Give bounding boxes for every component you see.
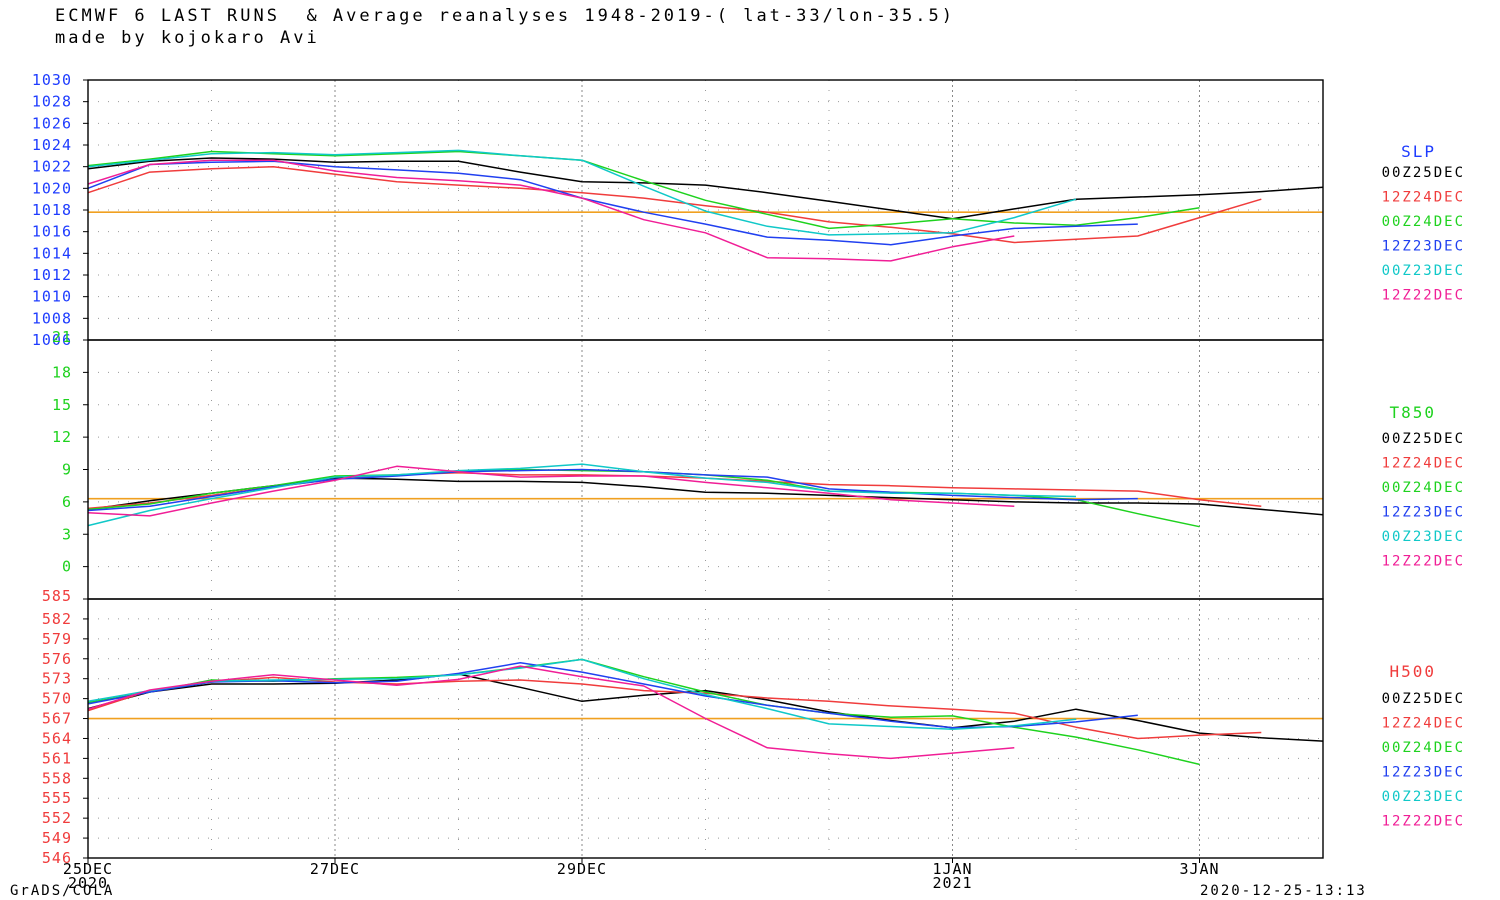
t850-y-tick-label: 6 (62, 493, 72, 511)
slp-y-tick-label: 1014 (32, 244, 72, 262)
h500-y-tick-label: 558 (42, 769, 72, 787)
slp-y-tick-label: 1024 (32, 136, 72, 154)
slp-legend-12z22dec: 12Z22DEC (1382, 288, 1465, 304)
x-tick-label: 1JAN (932, 860, 972, 878)
h500-y-tick-label: 579 (42, 630, 72, 648)
slp-y-tick-label: 1008 (32, 309, 72, 327)
h500-series-00z24dec (87, 658, 1200, 766)
t850-legend-00z24dec: 00Z24DEC (1382, 480, 1465, 496)
t850-series-00z23dec (87, 463, 1077, 527)
h500-series-12z24dec (87, 676, 1262, 740)
x-tick-label: 29DEC (557, 860, 607, 878)
slp-series-00z25dec (87, 157, 1324, 220)
slp-series-12z22dec (87, 159, 1015, 262)
slp-panel-title: SLP (1401, 142, 1436, 161)
h500-y-tick-label: 564 (42, 729, 72, 747)
h500-y-tick-label: 582 (42, 610, 72, 628)
slp-y-tick-label: 1026 (32, 114, 72, 132)
x-tick-label: 27DEC (310, 860, 360, 878)
slp-y-tick-label: 1022 (32, 158, 72, 176)
h500-y-tick-label: 585 (42, 587, 72, 605)
t850-legend-12z22dec: 12Z22DEC (1382, 554, 1465, 570)
t850-panel-title: T850 (1389, 403, 1436, 422)
t850-y-tick-label: 9 (62, 461, 72, 479)
slp-y-tick-label: 1012 (32, 266, 72, 284)
h500-y-tick-label: 567 (42, 710, 72, 728)
t850-legend-12z23dec: 12Z23DEC (1382, 505, 1465, 521)
h500-legend-00z25dec: 00Z25DEC (1382, 691, 1465, 707)
footer-right: 2020-12-25-13:13 (1200, 883, 1367, 899)
h500-y-tick-label: 570 (42, 690, 72, 708)
slp-y-tick-label: 1018 (32, 201, 72, 219)
slp-series-00z23dec (87, 149, 1077, 236)
footer-left: GrADS/COLA (10, 883, 115, 899)
slp-y-tick-label: 1030 (32, 71, 72, 89)
h500-y-tick-label: 576 (42, 650, 72, 668)
slp-legend-00z23dec: 00Z23DEC (1382, 263, 1465, 279)
slp-series-00z24dec (87, 150, 1200, 230)
t850-legend-12z24dec: 12Z24DEC (1382, 456, 1465, 472)
slp-series-12z24dec (87, 165, 1262, 244)
h500-y-tick-label: 552 (42, 809, 72, 827)
t850-y-tick-label: 15 (52, 396, 72, 414)
t850-y-tick-label: 21 (52, 328, 72, 346)
h500-y-tick-label: 555 (42, 789, 72, 807)
h500-y-tick-label: 549 (42, 829, 72, 847)
t850-series-00z25dec (87, 477, 1324, 516)
slp-y-tick-label: 1006 (32, 331, 72, 349)
slp-legend-00z24dec: 00Z24DEC (1382, 214, 1465, 230)
x-tick-sublabel: 2020 (68, 874, 108, 892)
x-tick-label: 25DEC (63, 860, 113, 878)
h500-legend-00z24dec: 00Z24DEC (1382, 740, 1465, 756)
t850-legend-00z23dec: 00Z23DEC (1382, 529, 1465, 545)
h500-y-tick-label: 561 (42, 749, 72, 767)
t850-legend-00z25dec: 00Z25DEC (1382, 431, 1465, 447)
slp-series-12z23dec (87, 160, 1138, 246)
t850-series-12z23dec (87, 468, 1138, 512)
slp-y-tick-label: 1016 (32, 223, 72, 241)
h500-panel-title: H500 (1389, 662, 1436, 681)
slp-legend-12z24dec: 12Z24DEC (1382, 190, 1465, 206)
t850-y-tick-label: 0 (62, 558, 72, 576)
slp-legend-00z25dec: 00Z25DEC (1382, 165, 1465, 181)
h500-legend-12z24dec: 12Z24DEC (1382, 716, 1465, 732)
t850-y-tick-label: 3 (62, 525, 72, 543)
h500-panel-frame (87, 598, 1324, 859)
t850-y-tick-label: 18 (52, 363, 72, 381)
slp-y-tick-label: 1028 (32, 93, 72, 111)
h500-series-00z25dec (87, 673, 1324, 742)
h500-series-12z22dec (87, 665, 1015, 760)
h500-y-tick-label: 573 (42, 670, 72, 688)
slp-y-tick-label: 1010 (32, 288, 72, 306)
h500-y-tick-label: 546 (42, 849, 72, 867)
h500-legend-12z23dec: 12Z23DEC (1382, 765, 1465, 781)
chart-title: ECMWF 6 LAST RUNS & Average reanalyses 1… (55, 6, 955, 26)
x-tick-label: 3JAN (1179, 860, 1219, 878)
t850-series-12z22dec (87, 465, 1015, 517)
h500-legend-12z22dec: 12Z22DEC (1382, 814, 1465, 830)
slp-legend-12z23dec: 12Z23DEC (1382, 239, 1465, 255)
t850-y-tick-label: 12 (52, 428, 72, 446)
x-tick-sublabel: 2021 (932, 874, 972, 892)
slp-y-tick-label: 1020 (32, 179, 72, 197)
h500-legend-00z23dec: 00Z23DEC (1382, 789, 1465, 805)
h500-series-00z23dec (87, 658, 1077, 730)
chart-subtitle: made by kojokaro Avi (55, 28, 320, 48)
